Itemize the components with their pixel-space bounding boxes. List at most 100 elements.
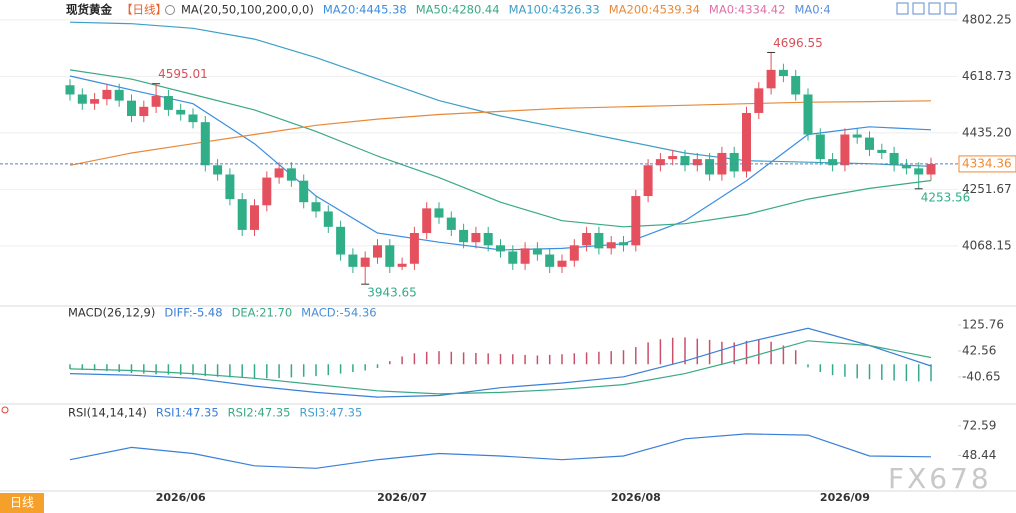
- tool-icon[interactable]: [912, 2, 925, 15]
- candle-body: [815, 134, 825, 160]
- candle-body: [409, 232, 419, 264]
- candle-body: [65, 85, 75, 95]
- y-tick-label: 4068.15: [962, 238, 1012, 252]
- candle-body: [582, 232, 592, 246]
- candle-body: [250, 205, 259, 230]
- legend-entry: MA0:4334.42: [709, 3, 786, 17]
- legend-entry: MA50:4280.44: [416, 3, 500, 17]
- indicator-line: [69, 340, 932, 395]
- candle-body: [828, 159, 838, 166]
- candle-body: [446, 217, 456, 230]
- y-tick-label: 125.76: [962, 317, 1004, 331]
- candle-body: [655, 159, 665, 166]
- candle-body: [852, 134, 862, 138]
- candle-body: [483, 232, 493, 246]
- candle-body: [901, 165, 911, 169]
- candle-body: [360, 257, 370, 267]
- candle-body: [373, 245, 382, 258]
- x-tick-label: 2026/07: [377, 491, 427, 504]
- legend-entry: MA100:4326.33: [509, 3, 600, 17]
- candle-body: [274, 168, 284, 178]
- x-tick-label: 2026/08: [611, 491, 661, 504]
- candle-body: [422, 208, 432, 233]
- candle-body: [914, 168, 924, 175]
- legend-entry: MA0:4: [794, 3, 830, 17]
- candle-body: [102, 89, 112, 100]
- legend-entry: RSI(14,14,14): [68, 406, 147, 420]
- candle-body: [520, 248, 530, 264]
- candle-body: [606, 242, 616, 249]
- tool-icon[interactable]: [944, 2, 957, 15]
- candle-body: [729, 152, 739, 172]
- candle-body: [643, 165, 653, 197]
- indicator-line: [69, 327, 932, 398]
- y-tick-label: 42.56: [962, 343, 996, 357]
- candle-body: [286, 168, 296, 181]
- candle-body: [200, 122, 210, 166]
- candle-body: [926, 163, 936, 175]
- y-tick-label: 4802.25: [962, 12, 1012, 26]
- pane-icon[interactable]: [1, 406, 9, 414]
- candle-body: [336, 226, 346, 255]
- candle-body: [114, 89, 124, 101]
- extreme-label: 3943.65: [367, 286, 417, 300]
- x-tick-label: 2026/09: [820, 491, 870, 504]
- legend-entry: MACD:-54.36: [301, 306, 376, 320]
- period-button-label[interactable]: 日线: [10, 496, 34, 510]
- watermark: FX678: [888, 462, 992, 495]
- candle-body: [459, 229, 469, 243]
- candle-body: [778, 69, 788, 77]
- indicator-line: [69, 100, 932, 166]
- price-label: 4334.36: [962, 156, 1012, 170]
- legend-entry: DIFF:-5.48: [164, 306, 222, 320]
- legend-entry: MA20:4445.38: [323, 3, 407, 17]
- candle-body: [237, 199, 247, 230]
- tool-icon[interactable]: [896, 2, 909, 15]
- extreme-label: 4696.55: [773, 36, 823, 50]
- candle-body: [840, 134, 850, 166]
- legend-entry: 【日线】: [121, 3, 167, 17]
- candle-body: [77, 94, 87, 104]
- legend-entry: RSI1:47.35: [156, 406, 219, 420]
- candle-body: [496, 245, 505, 252]
- y-tick-label: 4618.73: [962, 69, 1012, 83]
- candle-body: [803, 94, 813, 135]
- candle-body: [225, 174, 235, 200]
- candle-body: [139, 106, 149, 117]
- candle-body: [213, 165, 223, 175]
- candle-body: [569, 245, 579, 261]
- legend-entry: MA(20,50,100,200,0,0): [181, 3, 314, 17]
- candle-body: [631, 196, 641, 246]
- candle-body: [705, 159, 715, 175]
- candle-body: [176, 109, 186, 115]
- legend-entry: RSI3:47.35: [299, 406, 362, 420]
- candle-body: [90, 99, 100, 104]
- tool-icon[interactable]: [928, 2, 941, 15]
- legend-entry: DEA:21.70: [232, 306, 293, 320]
- extreme-label: 4595.01: [158, 67, 208, 81]
- period-button[interactable]: [0, 493, 44, 513]
- candle-body: [385, 245, 395, 267]
- candle-body: [619, 242, 628, 246]
- candle-body: [163, 96, 173, 110]
- candle-body: [127, 100, 136, 117]
- y-tick-label: 4251.67: [962, 182, 1012, 196]
- indicator-line: [69, 21, 932, 167]
- legend-entry: RSI2:47.35: [228, 406, 291, 420]
- settings-icon[interactable]: [165, 5, 175, 15]
- candle-body: [348, 254, 358, 267]
- candle-body: [680, 156, 690, 166]
- candle-body: [471, 232, 481, 243]
- candle-body: [323, 211, 333, 227]
- candle-body: [151, 96, 161, 107]
- indicator-line: [69, 69, 932, 228]
- price-label-box: [958, 155, 1016, 173]
- candle-body: [508, 251, 518, 264]
- candle-body: [397, 263, 407, 267]
- candle-body: [262, 177, 272, 206]
- candle-body: [299, 180, 309, 203]
- legend-entry: MACD(26,12,9): [68, 306, 155, 320]
- y-tick-label: 48.44: [962, 448, 996, 462]
- candle-body: [188, 114, 198, 123]
- y-tick-label: 4435.20: [962, 125, 1012, 139]
